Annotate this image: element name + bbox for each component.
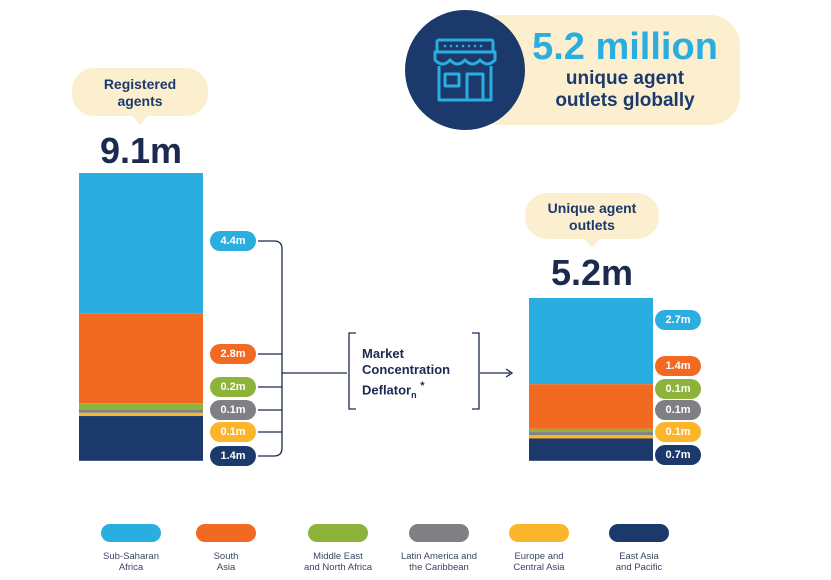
legend-label-line1: South [213,551,239,562]
legend-item-2: Middle East and North Africa [283,524,393,573]
value-pill-unique-4: 0.1m [655,422,701,442]
value-pill-unique-2: 0.1m [655,379,701,399]
value-pill-unique-5: 0.7m [655,445,701,465]
legend-swatch-3 [409,524,469,542]
registered-agents-bubble: Registered agents [72,68,208,125]
connector-bracket [258,240,283,457]
deflator-label: Market Concentration Deflatorn * [362,346,472,403]
headline-subtitle: unique agent outlets globally [520,68,730,112]
value-pill-registered-3: 0.1m [210,400,256,420]
legend-swatch-1 [196,524,256,542]
legend-label-line1: Europe and [514,551,564,562]
legend-swatch-4 [509,524,569,542]
legend-item-4: Europe and Central Asia [484,524,594,573]
value-pill-registered-4: 0.1m [210,422,256,442]
registered-agents-label-1: Registered [103,76,177,92]
value-pill-registered-5: 1.4m [210,446,256,466]
legend-label-0: Sub-Saharan Africa [76,551,186,573]
bar-unique-segment-0 [529,298,653,385]
registered-agents-total: 9.1m [99,130,183,171]
bar-registered-segment-5 [79,416,203,461]
unique-outlets-label-1: Unique agent [547,200,637,216]
bar-registered-segment-4 [79,412,203,417]
value-pill-unique-3: 0.1m [655,400,701,420]
legend-label-line1: Sub-Saharan [103,551,159,562]
legend-label-4: Europe and Central Asia [484,551,594,573]
headline-circle [405,10,525,130]
unique-outlets-total: 5.2m [550,252,634,293]
value-pill-unique-0: 2.7m [655,310,701,330]
value-pill-registered-0: 4.4m [210,231,256,251]
legend-label-line2: and Pacific [615,562,663,573]
value-pill-unique-1: 1.4m [655,356,701,376]
bar-unique-segment-3 [529,432,653,436]
bar-unique-segment-1 [529,384,653,429]
legend-item-0: Sub-Saharan Africa [76,524,186,573]
registered-agents-label-2: agents [117,93,163,109]
bar-unique-segment-2 [529,428,653,433]
bar-registered-segment-2 [79,403,203,410]
legend-item-3: Latin America and the Caribbean [384,524,494,573]
legend-swatch-0 [101,524,161,542]
legend-label-line1: Latin America and [400,551,478,562]
headline-line2: outlets globally [555,90,695,111]
legend-label-line2: Central Asia [513,562,565,573]
storefront-icon [433,38,497,102]
legend-label-line2: the Caribbean [409,562,469,573]
legend-label-line1: Middle East [313,551,363,562]
legend-swatch-5 [609,524,669,542]
legend-label-line2: Africa [118,562,144,573]
bar-unique-segment-4 [529,435,653,439]
deflator-word: Deflator [362,382,412,398]
deflator-line3: Deflatorn * [362,378,472,403]
legend-label-line2: Asia [216,562,236,573]
deflator-subscript: n [411,389,417,400]
legend-label-1: South Asia [171,551,281,573]
bar-registered-segment-0 [79,173,203,314]
value-pill-registered-1: 2.8m [210,344,256,364]
unique-outlets-bubble: Unique agent outlets [525,193,659,248]
deflator-asterisk: * [420,380,425,392]
legend-swatch-2 [308,524,368,542]
legend-item-1: South Asia [171,524,281,573]
bar-unique-segment-5 [529,438,653,461]
deflator-line1: Market [362,346,404,361]
connector-layer [258,240,347,457]
deflator-line2: Concentration [362,362,451,377]
bar-registered-segment-1 [79,313,203,404]
unique-outlets-label-2: outlets [569,217,615,233]
bars-layer [79,173,653,461]
legend-label-5: East Asia and Pacific [584,551,694,573]
legend-label-3: Latin America and the Caribbean [384,551,494,573]
bar-registered-segment-3 [79,409,203,413]
legend-item-5: East Asia and Pacific [584,524,694,573]
legend-label-2: Middle East and North Africa [283,551,393,573]
headline-line1: unique agent [565,68,685,89]
headline-value: 5.2 million [532,26,718,68]
value-pill-registered-2: 0.2m [210,377,256,397]
legend-label-line2: and North Africa [303,562,373,573]
legend-label-line1: East Asia [619,551,659,562]
